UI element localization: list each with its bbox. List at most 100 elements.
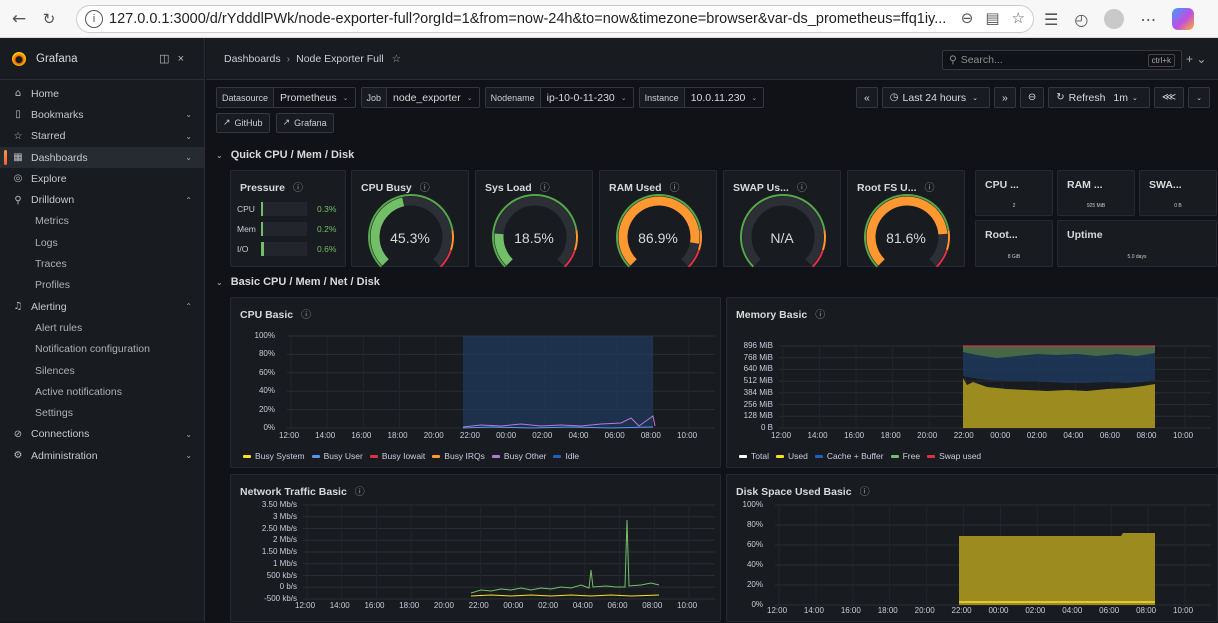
sidebar-item-notification-configuration[interactable]: Notification configuration — [0, 339, 204, 360]
sidebar-item-dashboards[interactable]: ▦ Dashboards ⌄ — [0, 146, 204, 169]
info-icon[interactable]: ⓘ — [796, 183, 807, 194]
refresh-button[interactable]: ↻ Refresh 1m ⌄ — [1048, 87, 1150, 108]
grafana-logo-icon[interactable] — [12, 51, 26, 66]
back-icon[interactable]: ← — [11, 8, 27, 29]
sidebar-item-administration[interactable]: ⚙ Administration ⌄ — [0, 445, 204, 466]
close-menu-icon[interactable]: × — [177, 53, 192, 65]
link-grafana[interactable]: ↗ Grafana — [275, 113, 334, 133]
copilot-icon[interactable] — [1172, 8, 1195, 30]
info-icon[interactable]: ⓘ — [539, 183, 550, 194]
sidebar-item-explore[interactable]: ◎ Explore — [0, 168, 204, 189]
sidebar-item-bookmarks[interactable]: ▯ Bookmarks ⌄ — [0, 104, 204, 125]
variable-instance[interactable]: Instance 10.0.11.230 ⌄ — [638, 87, 765, 108]
profile-avatar[interactable] — [1104, 9, 1125, 29]
legend-item[interactable]: Total — [739, 451, 769, 461]
network-basic-chart — [303, 504, 715, 600]
star-dashboard-icon[interactable]: ☆ — [391, 52, 402, 65]
zoom-icon[interactable]: ⊖ — [960, 9, 974, 27]
variable-nodename[interactable]: Nodename ip-10-0-11-230 ⌄ — [484, 87, 634, 108]
gauge-threshold-ok — [492, 194, 578, 268]
x-tick-label: 14:00 — [315, 431, 336, 440]
sidebar-item-alerting[interactable]: ♫ Alerting ⌃ — [0, 296, 204, 317]
reload-icon[interactable]: ↻ — [42, 9, 56, 28]
sidebar-item-active-notifications[interactable]: Active notifications — [0, 381, 204, 402]
stat-title: Root... — [985, 229, 1018, 241]
y-tick-label: 896 MiB — [743, 341, 773, 350]
info-icon[interactable]: ⓘ — [924, 183, 935, 194]
sidebar-item-starred[interactable]: ☆ Starred ⌄ — [0, 126, 204, 147]
sidebar-item-traces[interactable]: Traces — [0, 253, 204, 274]
chevron-icon[interactable]: ⌄ — [185, 429, 192, 439]
stat-title: SWA... — [1149, 179, 1182, 191]
favorite-star-icon[interactable]: ☆ — [1011, 9, 1025, 27]
link-github[interactable]: ↗ GitHub — [216, 113, 270, 133]
share-button[interactable]: ⋘ — [1153, 87, 1185, 108]
legend-item[interactable]: Swap used — [927, 451, 981, 461]
row-basic[interactable]: ⌄ Basic CPU / Mem / Net / Disk — [216, 276, 380, 288]
sidebar-item-silences[interactable]: Silences — [0, 360, 204, 381]
favorites-icon[interactable]: ☰ — [1044, 9, 1059, 29]
time-forward-button[interactable]: » — [994, 87, 1016, 108]
add-menu-icon[interactable]: + ⌄ — [1186, 52, 1207, 66]
chevron-icon[interactable]: ⌄ — [185, 110, 192, 120]
info-icon[interactable]: ⓘ — [669, 183, 680, 194]
row-quick[interactable]: ⌄ Quick CPU / Mem / Disk — [216, 149, 354, 161]
sidebar-item-home[interactable]: ⌂ Home — [0, 83, 204, 104]
share-menu-button[interactable]: ⌄ — [1188, 87, 1210, 108]
legend-item[interactable]: Cache + Buffer — [814, 451, 884, 461]
legend-label: Cache + Buffer — [826, 451, 884, 461]
chevron-icon[interactable]: ⌄ — [185, 153, 192, 163]
sidebar-item-alert-rules[interactable]: Alert rules — [0, 317, 204, 338]
gauge-arc — [368, 194, 454, 268]
legend-item[interactable]: Busy Other — [491, 451, 546, 461]
legend-item[interactable]: Used — [775, 451, 808, 461]
time-range-picker[interactable]: ◷ Last 24 hours ⌄ — [881, 87, 991, 108]
stat-value: 0 B — [1174, 203, 1182, 209]
sidebar-item-drilldown[interactable]: ⚲ Drilldown ⌃ — [0, 189, 204, 210]
address-bar[interactable]: i 127.0.0.1:3000/d/rYdddlPWk/node-export… — [76, 5, 1034, 33]
info-icon[interactable]: ⓘ — [354, 487, 365, 498]
sidebar-item-connections[interactable]: ⊘ Connections ⌄ — [0, 424, 204, 445]
zoom-out-button[interactable]: ⊖ — [1019, 87, 1045, 108]
legend-item[interactable]: Busy IRQs — [432, 451, 485, 461]
legend-item[interactable]: Idle — [553, 451, 579, 461]
bookmark-icon: ▯ — [15, 109, 21, 121]
info-icon[interactable]: i — [85, 10, 103, 28]
info-icon[interactable]: ⓘ — [859, 487, 870, 498]
chevron-icon[interactable]: ⌃ — [185, 195, 192, 205]
chevron-icon[interactable]: ⌃ — [185, 302, 192, 312]
variable-value[interactable]: ip-10-0-11-230 — [546, 91, 615, 104]
legend-item[interactable]: Free — [890, 451, 920, 461]
variable-value[interactable]: 10.0.11.230 — [690, 91, 746, 104]
info-icon[interactable]: ⓘ — [301, 310, 312, 321]
variable-job[interactable]: Job node_exporter ⌄ — [360, 87, 480, 108]
sidebar-item-metrics[interactable]: Metrics — [0, 211, 204, 232]
search-icon: ⚲ — [949, 54, 957, 66]
x-tick-label: 22:00 — [468, 601, 489, 610]
sidebar-item-profiles[interactable]: Profiles — [0, 275, 204, 296]
sidebar-item-label: Active notifications — [35, 385, 122, 398]
sidebar-item-logs[interactable]: Logs — [0, 232, 204, 253]
dock-menu-icon[interactable]: ◫ — [159, 53, 178, 65]
sidebar-item-settings[interactable]: Settings — [0, 402, 204, 423]
variable-datasource[interactable]: Datasource Prometheus ⌄ — [216, 87, 356, 108]
history-icon[interactable]: ◴ — [1074, 9, 1089, 29]
variable-value[interactable]: node_exporter — [393, 91, 461, 104]
legend-item[interactable]: Busy Iowait — [369, 451, 425, 461]
chevron-icon[interactable]: ⌄ — [185, 131, 192, 141]
y-tick-label: 80% — [258, 349, 275, 359]
more-icon[interactable]: ⋯ — [1140, 9, 1157, 29]
legend-item[interactable]: Busy System — [243, 451, 305, 461]
legend-item[interactable]: Busy User — [311, 451, 363, 461]
time-back-button[interactable]: « — [855, 87, 878, 108]
info-icon[interactable]: ⓘ — [815, 310, 826, 321]
chevron-icon[interactable]: ⌄ — [185, 451, 192, 461]
reader-icon[interactable]: ▤ — [985, 9, 1000, 27]
breadcrumb-dashboards[interactable]: Dashboards — [224, 52, 281, 65]
sidebar-item-label: Alerting — [31, 300, 67, 313]
info-icon[interactable]: ⓘ — [419, 183, 430, 194]
info-icon[interactable]: ⓘ — [292, 183, 303, 194]
x-tick-label: 10:00 — [1173, 606, 1194, 615]
search-input[interactable]: ⚲ Search... ctrl+k — [942, 50, 1182, 70]
variable-value[interactable]: Prometheus — [280, 91, 337, 104]
